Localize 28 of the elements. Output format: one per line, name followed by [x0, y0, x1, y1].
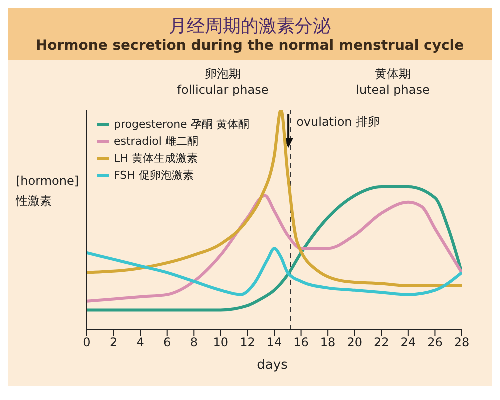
- x-tick-label: 10: [213, 336, 229, 350]
- x-tick-label: 24: [400, 336, 416, 350]
- x-tick-label: 22: [374, 336, 390, 350]
- x-tick-label: 28: [454, 336, 470, 350]
- legend-label: LH 黄体生成激素: [114, 151, 198, 167]
- legend-label: FSH 促卵泡激素: [114, 168, 194, 184]
- x-tick-label: 14: [266, 336, 282, 350]
- y-axis-title: [hormone] 性激素: [16, 173, 80, 210]
- x-axis-title: days: [256, 358, 289, 373]
- x-tick-label: 0: [83, 336, 91, 350]
- x-tick-label: 18: [320, 336, 336, 350]
- x-tick-label: 6: [164, 336, 172, 350]
- ref-line-label: ovulation 排卵: [296, 115, 380, 129]
- x-tick-label: 26: [428, 336, 443, 350]
- x-tick-label: 8: [190, 336, 198, 350]
- legend-label: progesterone 孕酮 黄体酮: [114, 117, 250, 133]
- chart-subtitle: Hormone secretion during the normal menstrual cycle: [34, 38, 466, 54]
- legend-label: estradiol 雌二酮: [114, 134, 198, 150]
- x-tick-label: 4: [136, 336, 144, 350]
- chart-title: 月经周期的激素分泌: [168, 15, 332, 38]
- x-tick-label: 12: [240, 336, 256, 350]
- x-tick-label: 20: [347, 336, 362, 350]
- text: follicular phase: [176, 83, 270, 97]
- x-tick-label: 16: [294, 336, 309, 350]
- text: luteal phase: [355, 83, 431, 97]
- text: 卵泡期: [204, 66, 242, 83]
- text: 黄体期: [374, 66, 412, 83]
- x-tick-label: 2: [110, 336, 118, 350]
